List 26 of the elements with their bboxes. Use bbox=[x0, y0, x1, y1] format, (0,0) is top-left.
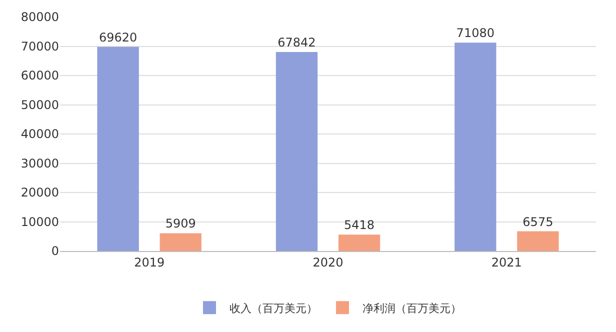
y-tick-label: 40000 bbox=[20, 127, 59, 142]
data-label: 67842 bbox=[278, 36, 316, 50]
data-label: 6575 bbox=[522, 214, 554, 229]
y-tick-label: 80000 bbox=[20, 10, 59, 24]
bar bbox=[517, 231, 559, 251]
data-label: 69620 bbox=[98, 30, 138, 44]
y-tick-label: 30000 bbox=[20, 156, 59, 170]
legend-label: 收入（百万美元） bbox=[230, 302, 318, 315]
data-label: 71080 bbox=[456, 26, 494, 40]
x-tick-label: 2020 bbox=[312, 255, 344, 270]
x-tick-label: 2021 bbox=[491, 255, 522, 270]
bar bbox=[454, 42, 496, 251]
x-tick-label: 2019 bbox=[134, 255, 165, 270]
y-tick-label: 0 bbox=[51, 244, 59, 258]
bar bbox=[338, 234, 380, 251]
data-label: 5418 bbox=[344, 218, 375, 232]
y-tick-label: 70000 bbox=[20, 39, 59, 54]
data-label: 5909 bbox=[165, 216, 196, 231]
bar bbox=[97, 46, 139, 251]
y-tick-label: 50000 bbox=[20, 98, 59, 112]
y-tick-label: 60000 bbox=[20, 68, 59, 83]
y-tick-label: 20000 bbox=[20, 186, 59, 200]
bar bbox=[160, 233, 202, 251]
legend-label: 净利润（百万美元） bbox=[362, 302, 462, 315]
y-tick-label: 10000 bbox=[20, 214, 59, 229]
bar bbox=[276, 52, 318, 251]
